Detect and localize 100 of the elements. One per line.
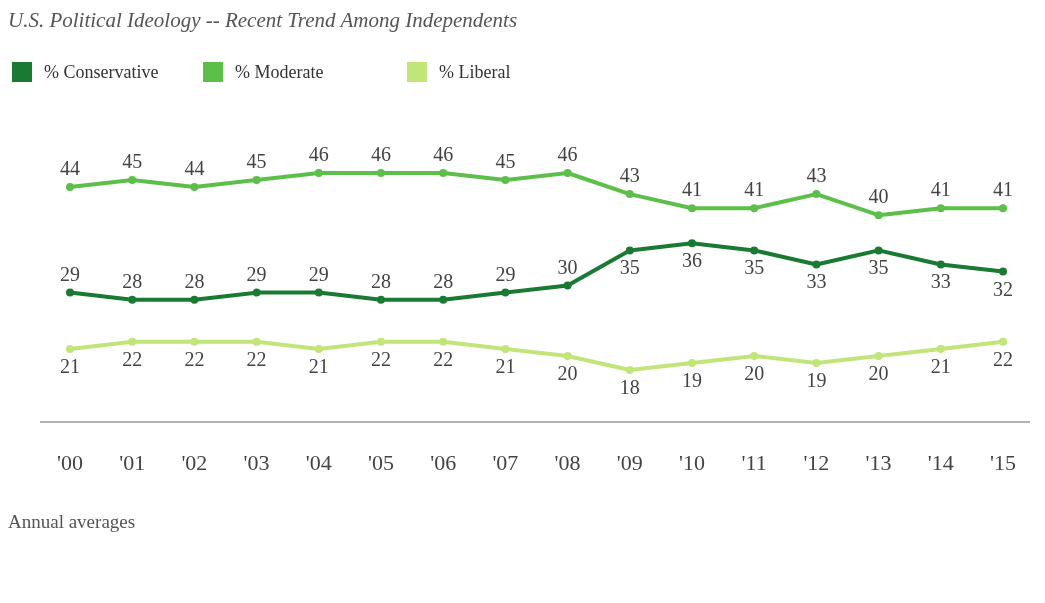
x-tick-label: '11 <box>741 450 767 475</box>
point <box>190 183 199 192</box>
data-label: 22 <box>433 347 454 370</box>
data-label: 22 <box>184 347 205 370</box>
data-label: 19 <box>806 368 827 391</box>
data-label: 45 <box>246 150 267 173</box>
data-label: 29 <box>60 262 80 285</box>
x-tick-label: '14 <box>927 450 954 475</box>
point <box>688 358 696 367</box>
data-label: 21 <box>495 354 516 377</box>
point <box>936 344 945 353</box>
data-label: 22 <box>246 347 267 370</box>
legend-label: % Conservative <box>44 62 159 82</box>
point <box>190 295 199 304</box>
data-label: 19 <box>682 368 702 391</box>
point <box>501 176 510 185</box>
point <box>625 246 634 255</box>
data-label: 33 <box>806 270 827 293</box>
data-label: 35 <box>744 256 765 279</box>
point <box>936 260 945 269</box>
data-label: 46 <box>433 143 454 165</box>
x-tick-label: '01 <box>119 450 146 475</box>
x-tick-label: '00 <box>57 450 83 475</box>
data-label: 32 <box>993 277 1013 300</box>
data-label: 46 <box>308 143 329 165</box>
data-label: 20 <box>557 361 578 384</box>
point <box>999 337 1007 346</box>
point <box>625 366 634 374</box>
x-tick-label: '09 <box>616 450 643 475</box>
point <box>66 183 74 192</box>
data-label: 45 <box>495 150 516 173</box>
point <box>377 169 385 177</box>
point <box>314 288 323 297</box>
text: Annual averages <box>8 511 136 532</box>
point <box>252 337 261 346</box>
point <box>625 190 634 199</box>
point <box>128 176 137 185</box>
data-label: 45 <box>122 150 143 173</box>
point <box>128 337 137 346</box>
x-tick-label: '15 <box>990 450 1016 475</box>
point <box>812 190 821 199</box>
legend-label: % Liberal <box>439 62 511 82</box>
point <box>66 344 74 353</box>
point <box>377 337 385 346</box>
x-tick-label: '04 <box>305 450 332 475</box>
x-tick-label: '03 <box>243 450 270 475</box>
point <box>439 169 448 177</box>
x-tick-label: '07 <box>492 450 519 475</box>
data-label: 30 <box>557 255 578 278</box>
point <box>563 281 572 290</box>
data-label: 40 <box>868 185 889 208</box>
point <box>377 295 385 304</box>
data-label: 21 <box>308 354 329 377</box>
data-label: 28 <box>122 269 143 292</box>
x-tick-label: '06 <box>430 450 457 475</box>
point <box>874 211 883 220</box>
point <box>688 204 696 213</box>
point <box>439 295 448 304</box>
data-label: 46 <box>371 143 391 165</box>
point <box>563 351 572 360</box>
point <box>812 358 821 367</box>
data-label: 36 <box>682 249 702 272</box>
point <box>812 260 821 269</box>
point <box>314 169 323 177</box>
point <box>750 204 759 213</box>
data-label: 29 <box>246 262 267 285</box>
data-label: 18 <box>619 376 640 398</box>
data-label: 43 <box>619 164 640 187</box>
point <box>999 267 1007 276</box>
data-label: 43 <box>806 164 827 187</box>
x-tick-label: '12 <box>803 450 830 475</box>
point <box>688 239 696 248</box>
point <box>66 288 74 297</box>
data-label: 20 <box>868 361 889 384</box>
point <box>750 351 759 360</box>
data-label: 28 <box>371 269 391 292</box>
point <box>936 204 945 213</box>
data-label: 44 <box>184 157 205 180</box>
data-label: 22 <box>122 347 143 370</box>
point <box>750 246 759 255</box>
data-label: 33 <box>930 270 951 293</box>
data-label: 21 <box>930 354 951 377</box>
point <box>874 351 883 360</box>
data-label: 28 <box>184 269 205 292</box>
point <box>439 337 448 346</box>
data-label: 29 <box>308 262 329 285</box>
legend-label: % Moderate <box>235 62 324 82</box>
data-label: 35 <box>619 256 640 279</box>
point <box>563 169 572 177</box>
data-label: 41 <box>682 178 702 201</box>
data-label: 21 <box>60 354 80 377</box>
point <box>314 344 323 353</box>
point <box>252 288 261 297</box>
data-label: 28 <box>433 269 454 292</box>
data-label: 41 <box>744 178 765 201</box>
x-tick-label: '08 <box>554 450 581 475</box>
data-label: 41 <box>930 178 951 201</box>
x-tick-label: '13 <box>865 450 892 475</box>
data-label: 44 <box>60 157 80 180</box>
point <box>252 176 261 185</box>
